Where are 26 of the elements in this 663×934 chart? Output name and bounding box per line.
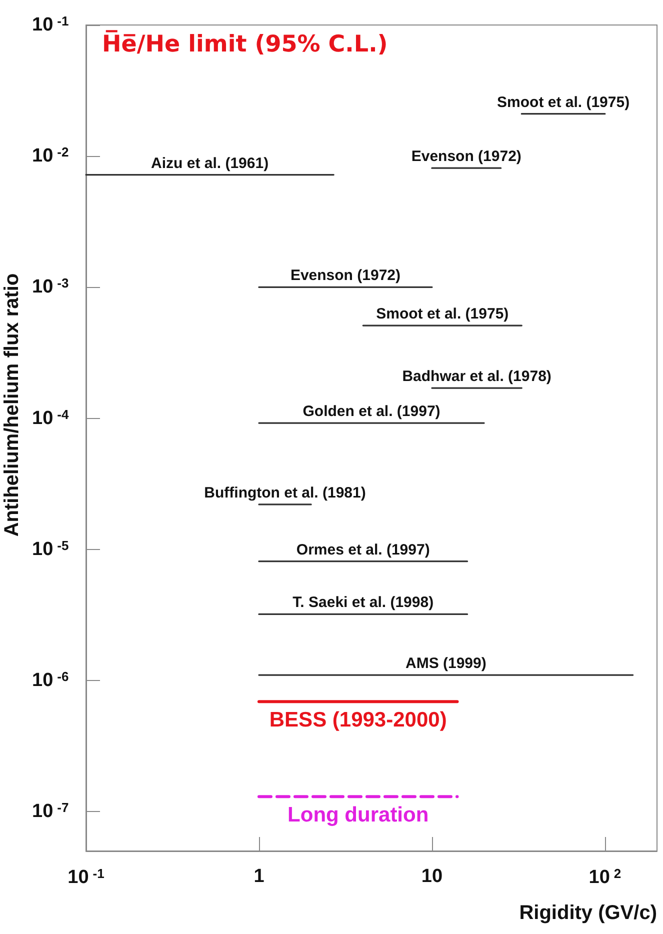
y-tick-label: 10-5 bbox=[32, 538, 69, 560]
series-label: Smoot et al. (1975) bbox=[497, 94, 630, 111]
series-label: Smoot et al. (1975) bbox=[376, 306, 509, 323]
series-label: Badhwar et al. (1978) bbox=[402, 368, 552, 386]
series-label: Long duration bbox=[288, 804, 429, 827]
series-label: BESS (1993-2000) bbox=[269, 708, 447, 732]
series-label: AMS (1999) bbox=[405, 655, 486, 672]
series-label: Golden et al. (1997) bbox=[302, 403, 440, 420]
series-label: Ormes et al. (1997) bbox=[296, 541, 430, 558]
y-tick-label: 10-7 bbox=[32, 800, 69, 822]
series-label: Buffington et al. (1981) bbox=[204, 484, 366, 502]
y-tick-label: 10-3 bbox=[32, 276, 69, 298]
y-axis-title: Antihelium/helium flux ratio bbox=[1, 273, 23, 537]
series-label: Evenson (1972) bbox=[411, 148, 522, 166]
x-axis-title: Rigidity (GV/c) bbox=[519, 902, 657, 924]
x-tick-label: 1 bbox=[254, 866, 265, 887]
series-label: Evenson (1972) bbox=[290, 267, 400, 284]
y-tick-label: 10-2 bbox=[32, 144, 69, 167]
x-tick-label: 10-1 bbox=[68, 866, 104, 888]
x-tick-label: 10 bbox=[421, 866, 443, 887]
chart-title: H̅e̅/He limit (95% C.L.) bbox=[102, 29, 388, 58]
series-label: Aizu et al. (1961) bbox=[151, 154, 269, 172]
y-tick-label: 10-4 bbox=[32, 406, 70, 429]
y-tick-label: 10-1 bbox=[32, 14, 69, 36]
y-tick-label: 10-6 bbox=[32, 668, 69, 691]
series-label: T. Saeki et al. (1998) bbox=[292, 594, 434, 612]
